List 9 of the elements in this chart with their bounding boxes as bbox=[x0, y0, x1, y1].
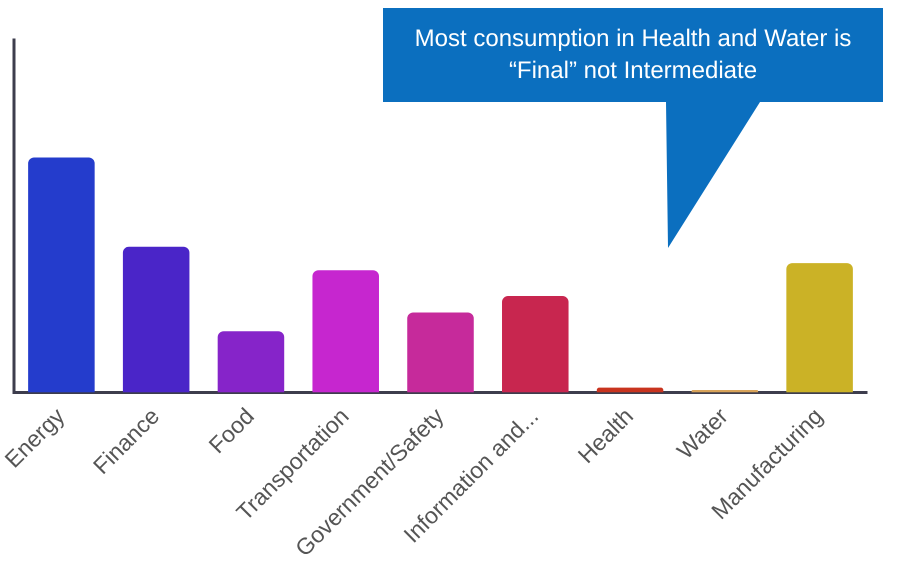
bar bbox=[407, 312, 474, 392]
bar bbox=[28, 157, 95, 392]
bar bbox=[786, 263, 853, 392]
bar bbox=[596, 388, 664, 392]
bar bbox=[502, 296, 569, 392]
bar bbox=[312, 270, 379, 392]
bar bbox=[218, 331, 284, 392]
text: Most consumption in Health and Water is “Final” not Intermediate bbox=[414, 24, 852, 86]
bar bbox=[122, 246, 190, 392]
